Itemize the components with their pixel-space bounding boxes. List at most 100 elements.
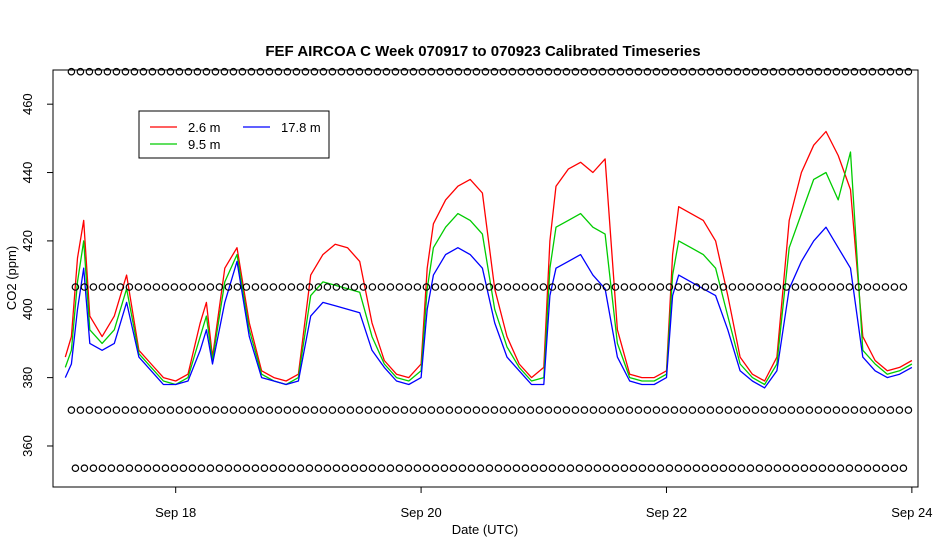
calibration-marker — [584, 464, 593, 473]
calibration-marker — [98, 464, 107, 473]
legend: 2.6 m 9.5 m 17.8 m — [138, 110, 330, 159]
calibration-marker — [805, 406, 814, 414]
calibration-marker — [269, 464, 278, 473]
calibration-marker — [535, 406, 544, 414]
calibration-marker — [485, 464, 494, 473]
calibration-marker — [611, 464, 620, 473]
calibration-marker — [787, 406, 796, 414]
calibration-marker — [337, 67, 346, 76]
calibration-marker — [575, 283, 584, 291]
calibration-marker — [449, 464, 458, 473]
calibration-marker — [391, 406, 400, 414]
calibration-marker — [332, 464, 341, 473]
calibration-marker — [526, 406, 535, 414]
calibration-marker — [818, 464, 827, 473]
calibration-marker — [377, 464, 386, 473]
calibration-marker — [503, 283, 512, 291]
calibration-marker — [413, 283, 422, 291]
calibration-marker — [283, 67, 292, 76]
calibration-marker — [76, 67, 85, 76]
calibration-marker — [386, 283, 395, 291]
calibration-marker — [755, 464, 764, 473]
calibration-marker — [67, 406, 76, 414]
calibration-marker — [400, 406, 409, 414]
calibration-marker — [800, 283, 809, 291]
calibration-marker — [458, 283, 467, 291]
calibration-marker — [287, 464, 296, 473]
calibration-marker — [305, 464, 314, 473]
calibration-marker — [283, 406, 292, 414]
calibration-marker — [899, 464, 908, 473]
calibration-marker — [404, 464, 413, 473]
calibration-marker — [130, 67, 139, 76]
calibration-marker — [643, 67, 652, 76]
calibration-marker — [503, 464, 512, 473]
calibration-marker — [359, 464, 368, 473]
calibration-marker — [458, 464, 467, 473]
calibration-marker — [526, 67, 535, 76]
calibration-marker — [94, 67, 103, 76]
calibration-marker — [161, 464, 170, 473]
calibration-marker — [364, 67, 373, 76]
calibration-marker — [481, 67, 490, 76]
calibration-marker — [202, 67, 211, 76]
calibration-marker — [809, 464, 818, 473]
calibration-marker — [764, 283, 773, 291]
legend-label: 9.5 m — [188, 137, 221, 152]
calibration-marker — [494, 464, 503, 473]
calibration-marker — [827, 464, 836, 473]
calibration-marker — [769, 67, 778, 76]
calibration-marker — [688, 406, 697, 414]
calibration-marker-layer — [67, 67, 913, 473]
calibration-marker — [107, 283, 116, 291]
x-tick-label: Sep 20 — [400, 505, 441, 520]
calibration-marker — [755, 283, 764, 291]
calibration-marker — [845, 283, 854, 291]
calibration-marker — [238, 67, 247, 76]
calibration-marker — [697, 67, 706, 76]
series-line-2-6-m-m — [64, 130, 913, 382]
calibration-marker — [557, 464, 566, 473]
calibration-marker — [638, 464, 647, 473]
calibration-marker — [611, 283, 620, 291]
y-tick-label: 380 — [20, 367, 35, 389]
calibration-marker — [89, 283, 98, 291]
calibration-marker — [886, 406, 895, 414]
calibration-marker — [85, 406, 94, 414]
calibration-marker — [211, 67, 220, 76]
calibration-marker — [737, 464, 746, 473]
calibration-marker — [760, 406, 769, 414]
calibration-marker — [895, 406, 904, 414]
calibration-marker — [112, 67, 121, 76]
calibration-marker — [107, 464, 116, 473]
calibration-marker — [701, 283, 710, 291]
calibration-marker — [454, 67, 463, 76]
calibration-marker — [404, 283, 413, 291]
calibration-marker — [593, 283, 602, 291]
x-axis: Sep 18 Sep 20 Sep 22 Sep 24 — [155, 487, 932, 520]
calibration-marker — [256, 67, 265, 76]
calibration-marker — [665, 464, 674, 473]
calibration-marker — [427, 67, 436, 76]
calibration-marker — [778, 406, 787, 414]
calibration-marker — [629, 464, 638, 473]
calibration-marker — [472, 406, 481, 414]
calibration-marker — [845, 464, 854, 473]
calibration-marker — [134, 464, 143, 473]
x-tick-label: Sep 24 — [891, 505, 932, 520]
calibration-marker — [895, 67, 904, 76]
calibration-marker — [557, 283, 566, 291]
calibration-marker — [634, 67, 643, 76]
calibration-marker — [229, 67, 238, 76]
calibration-marker — [647, 283, 656, 291]
calibration-marker — [719, 283, 728, 291]
calibration-marker — [602, 283, 611, 291]
calibration-marker — [278, 283, 287, 291]
calibration-marker — [737, 283, 746, 291]
calibration-marker — [103, 406, 112, 414]
calibration-marker — [539, 283, 548, 291]
calibration-marker — [121, 406, 130, 414]
calibration-marker — [580, 406, 589, 414]
